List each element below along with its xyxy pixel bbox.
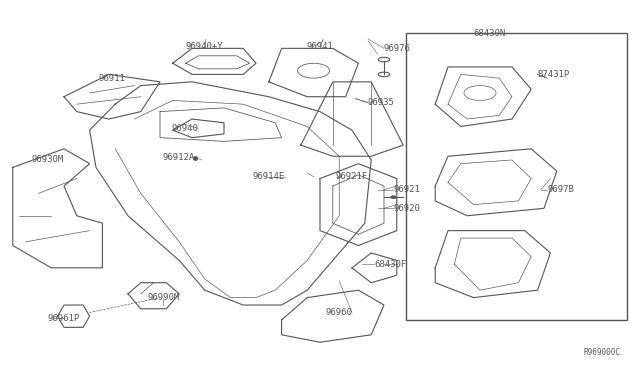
Text: 96961P: 96961P	[48, 314, 80, 323]
Text: 68430F: 68430F	[374, 260, 406, 269]
Text: 96941: 96941	[307, 42, 333, 51]
Text: 96940+Y: 96940+Y	[186, 42, 223, 51]
Text: 96921: 96921	[394, 185, 420, 194]
Ellipse shape	[391, 196, 396, 198]
Text: 9697B: 9697B	[547, 185, 574, 194]
Text: 96920: 96920	[394, 204, 420, 213]
Text: 96912A: 96912A	[163, 153, 195, 162]
Text: 96960: 96960	[325, 308, 352, 317]
Text: 96990M: 96990M	[147, 293, 179, 302]
Text: 96930M: 96930M	[32, 155, 64, 164]
Text: 96976: 96976	[384, 44, 411, 53]
Text: R969000C: R969000C	[584, 348, 621, 357]
Text: 96940: 96940	[172, 124, 198, 133]
Text: 96914E: 96914E	[253, 172, 285, 181]
Bar	[406, 33, 627, 320]
Text: 68430N: 68430N	[474, 29, 506, 38]
Text: 96921F: 96921F	[336, 172, 368, 181]
Text: 96911: 96911	[99, 74, 125, 83]
Text: B7431P: B7431P	[538, 70, 570, 79]
Text: 96935: 96935	[368, 98, 395, 107]
